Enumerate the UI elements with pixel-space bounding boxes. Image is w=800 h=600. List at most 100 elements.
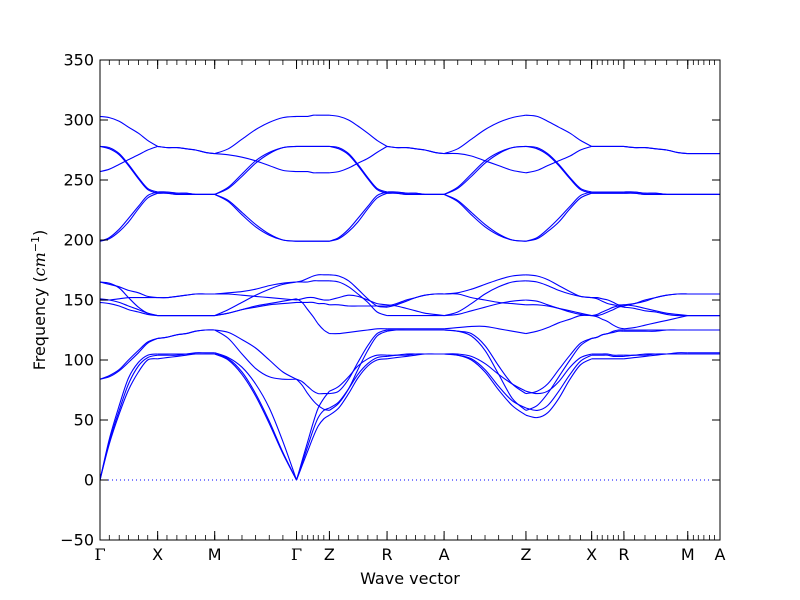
band-line <box>295 407 330 481</box>
x-tick-label: X <box>586 545 597 564</box>
band-line <box>214 329 297 380</box>
y-tick-label: 150 <box>63 291 94 310</box>
band-line <box>214 281 297 317</box>
band-line <box>296 298 330 335</box>
y-axis-label-text: Frequency <box>30 288 49 371</box>
band-line <box>387 145 445 155</box>
band-line <box>623 306 688 317</box>
y-tick-label: 200 <box>63 231 94 250</box>
band-line <box>99 301 158 317</box>
band-line <box>329 328 388 335</box>
band-line <box>591 354 624 358</box>
band-line <box>329 330 388 411</box>
band-line <box>525 114 592 147</box>
band-line <box>214 353 297 481</box>
band-line <box>525 337 592 411</box>
band-line <box>99 354 158 481</box>
band-line <box>329 191 388 242</box>
band-line <box>525 274 592 299</box>
band-line <box>99 115 158 147</box>
band-line <box>99 192 158 242</box>
band-line <box>444 353 527 409</box>
band-line <box>591 297 625 308</box>
band-line <box>525 191 592 242</box>
band-line <box>295 414 330 481</box>
y-tick-label: 300 <box>63 111 94 130</box>
band-line <box>525 337 592 395</box>
band-line <box>214 352 298 481</box>
band-line <box>623 192 688 196</box>
band-line <box>329 355 388 409</box>
band-line <box>157 192 215 196</box>
band-line <box>99 281 158 299</box>
band-line <box>329 145 388 194</box>
band-line <box>296 378 330 411</box>
band-line <box>99 353 158 481</box>
y-axis-label: Frequency (cm−1) <box>29 230 49 371</box>
band-line <box>525 145 592 194</box>
band-line <box>329 192 388 242</box>
band-line <box>525 354 592 411</box>
band-line <box>329 280 388 317</box>
band-line <box>591 329 624 339</box>
band-line <box>157 329 215 339</box>
band-line <box>214 329 297 380</box>
band-line <box>623 293 688 306</box>
band-line <box>214 293 297 301</box>
band-line <box>329 114 388 147</box>
band-line <box>99 337 158 380</box>
band-line <box>99 281 158 317</box>
band-line <box>444 329 527 395</box>
y-axis-label-unit: cm <box>30 252 49 276</box>
band-line <box>295 390 330 481</box>
band-line <box>214 115 297 155</box>
x-tick-label: R <box>381 545 392 564</box>
x-tick-label: X <box>152 545 163 564</box>
y-tick-label: 100 <box>63 351 94 370</box>
band-line <box>525 192 592 242</box>
x-axis-label: Wave vector <box>360 569 460 588</box>
band-line <box>525 358 592 419</box>
band-line <box>443 145 526 195</box>
band-line <box>296 114 330 118</box>
band-line <box>444 325 526 335</box>
x-tick-label: Z <box>324 545 335 564</box>
band-line <box>214 281 297 295</box>
band-line <box>99 145 158 193</box>
band-line <box>387 353 445 356</box>
band-line <box>591 296 624 306</box>
x-tick-label: M <box>681 545 695 564</box>
band-line <box>525 314 592 335</box>
y-tick-label: 50 <box>74 411 94 430</box>
band-line <box>591 305 625 317</box>
band-line <box>329 294 388 306</box>
band-line <box>623 145 688 155</box>
band-line <box>387 304 445 317</box>
band-line <box>591 315 625 330</box>
band-line <box>99 145 158 173</box>
band-line <box>99 337 158 380</box>
x-tick-label: Γ <box>291 545 302 564</box>
band-line <box>386 293 445 308</box>
band-line <box>329 329 388 395</box>
band-line <box>623 315 688 330</box>
x-tick-label: Z <box>520 545 531 564</box>
y-axis-ticks: −50 0 50 100 150 200 250 300 350 <box>60 51 720 550</box>
band-line <box>623 304 688 317</box>
band-line <box>214 298 297 317</box>
band-line <box>443 280 526 317</box>
band-line <box>99 358 158 481</box>
band-line <box>329 354 388 392</box>
band-line <box>157 293 215 299</box>
band-line <box>214 145 297 195</box>
band-line <box>296 296 330 301</box>
band-line <box>623 352 688 356</box>
y-tick-label: 0 <box>84 471 94 490</box>
band-line <box>525 145 592 193</box>
band-line <box>443 114 526 155</box>
x-tick-label: A <box>439 545 450 564</box>
band-line <box>296 170 330 174</box>
